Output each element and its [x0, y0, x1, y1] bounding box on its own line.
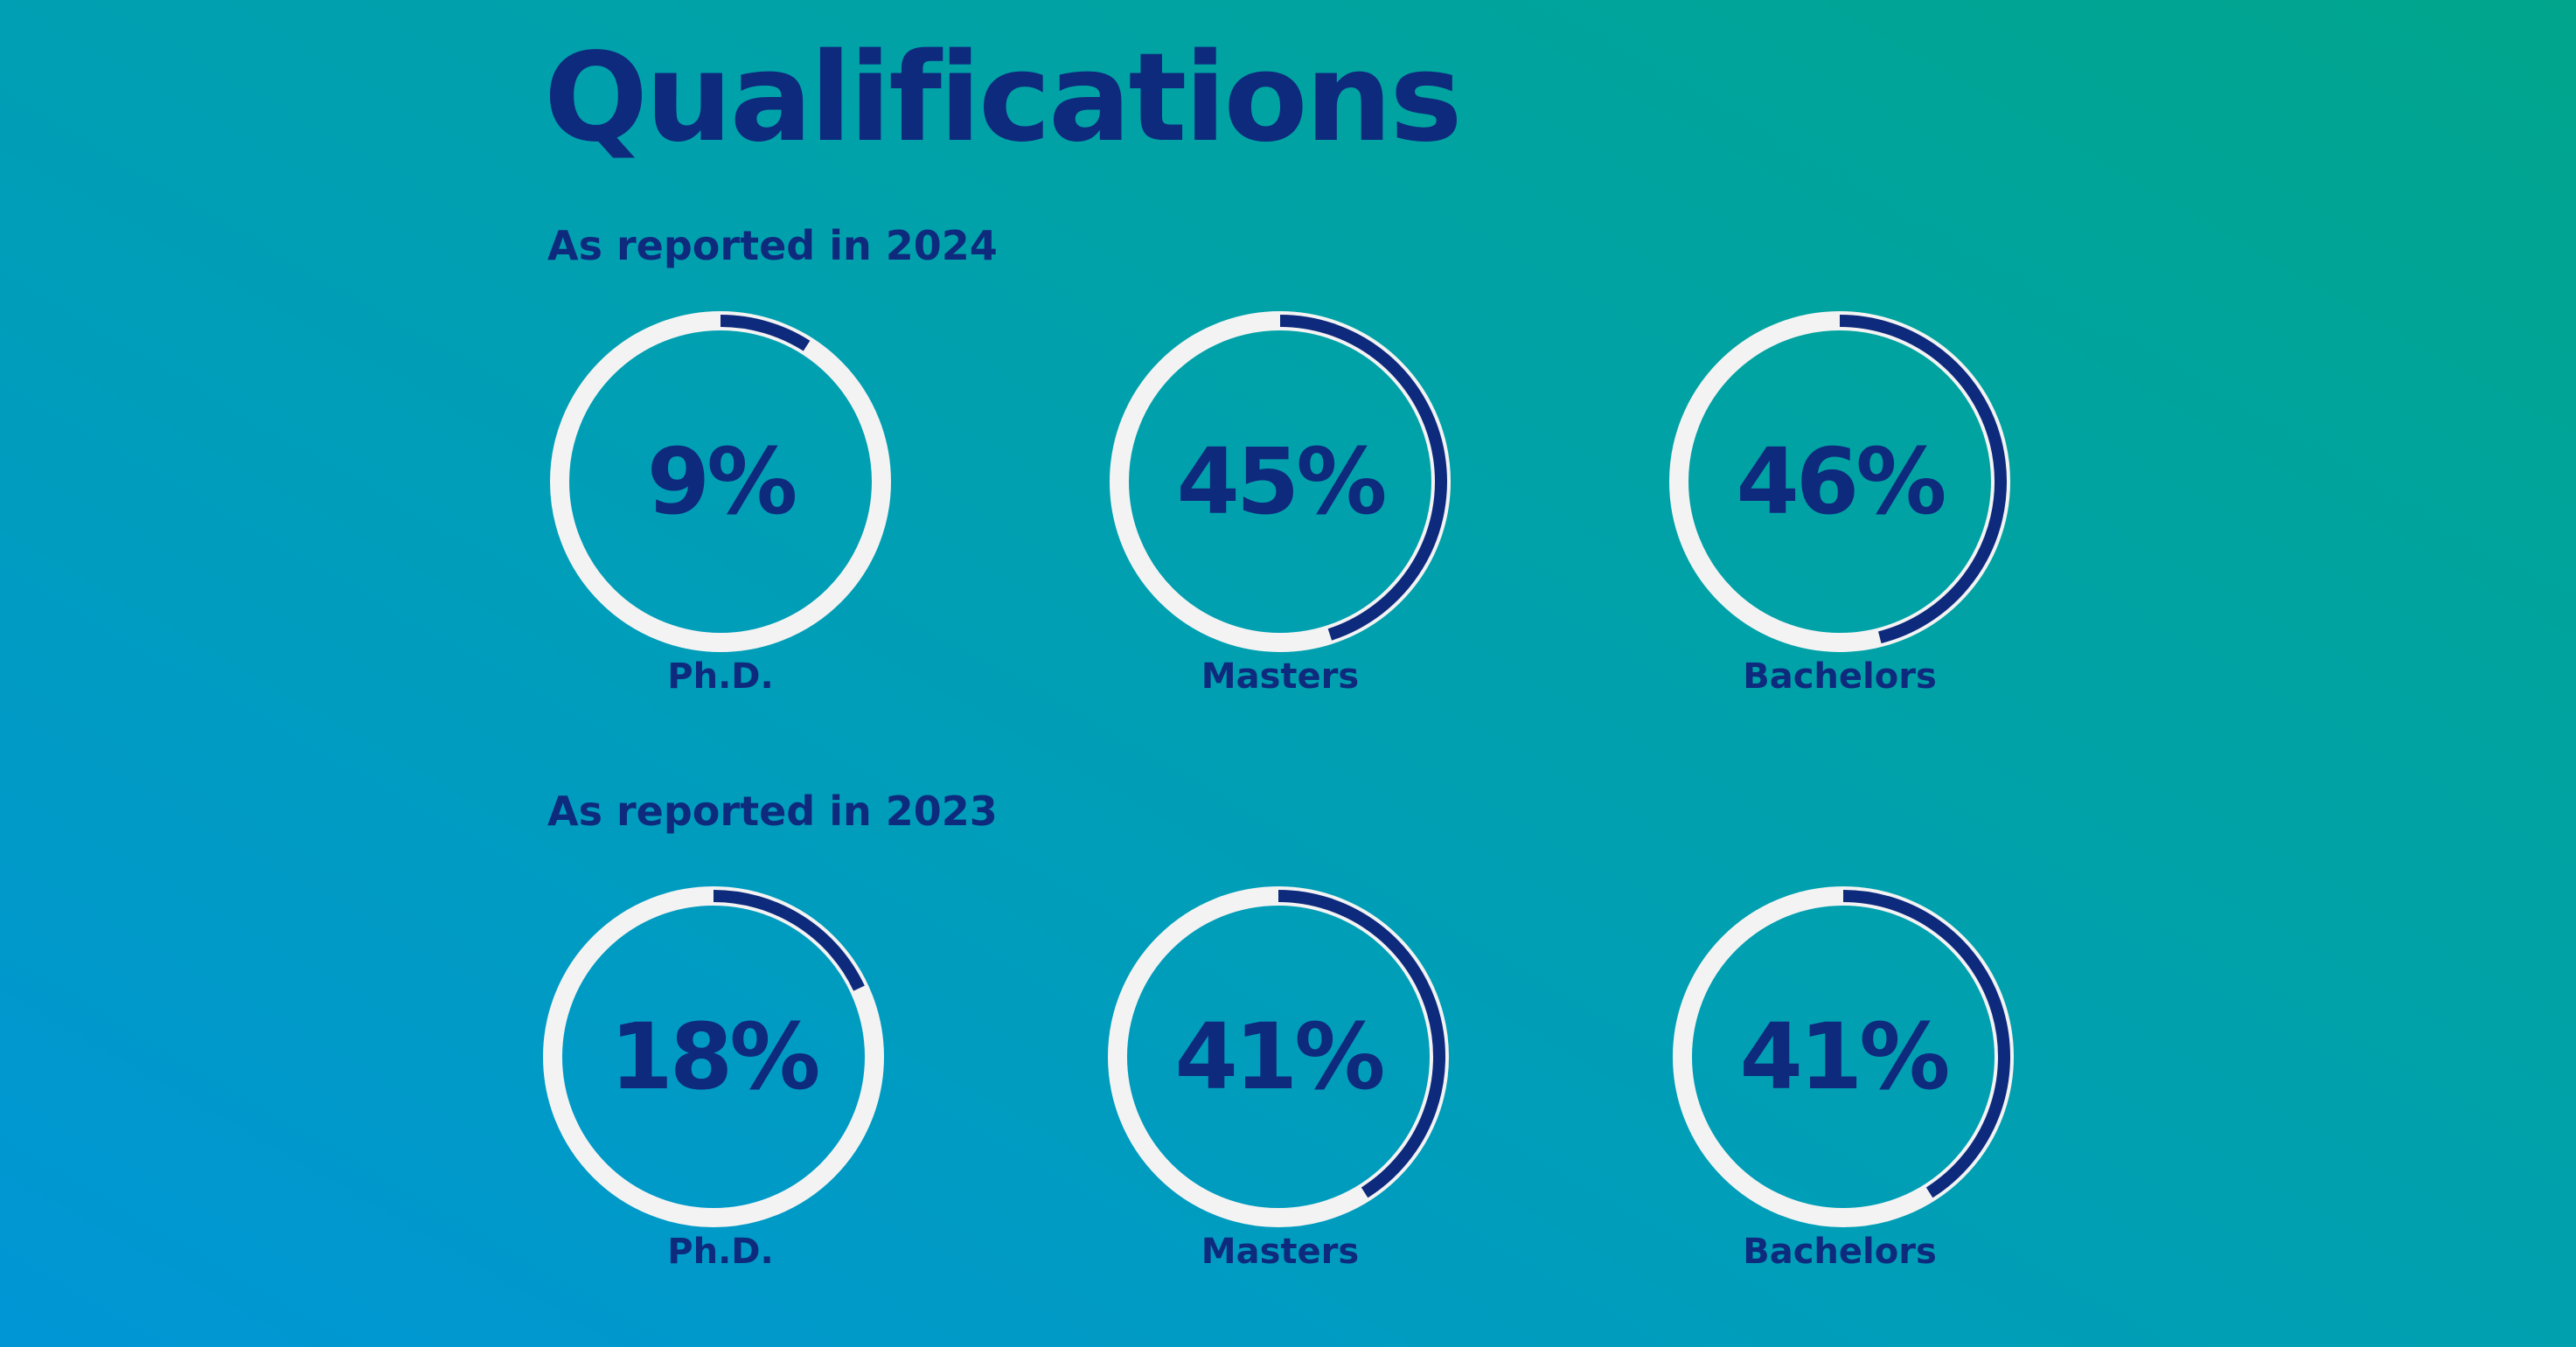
donut-gauge	[1110, 311, 1451, 652]
gauge-category-label: Masters	[1201, 656, 1360, 697]
section-subtitle-2024: As reported in 2024	[547, 222, 998, 269]
gauge-value-label: 45%	[1176, 428, 1388, 535]
gauge-arc	[1278, 890, 1445, 1198]
gauge-category-label: Bachelors	[1743, 656, 1937, 697]
page-title: Qualifications	[544, 27, 1463, 170]
gauge-2024-phd: 9% Ph.D.	[549, 310, 892, 697]
gauge-category-label: Bachelors	[1743, 1232, 1937, 1272]
gauge-value-label: 46%	[1736, 428, 1947, 535]
gauge-value-label: 41%	[1739, 1003, 1951, 1110]
gauge-arc	[1842, 890, 2010, 1198]
donut-gauge	[550, 311, 891, 652]
gauge-2023-bachelors: 41% Bachelors	[1672, 885, 2015, 1272]
gauge-2023-masters: 41% Masters	[1107, 885, 1450, 1272]
gauge-arc	[1839, 315, 2007, 643]
gauge-category-label: Ph.D.	[667, 1232, 774, 1272]
donut-gauge	[1673, 886, 2014, 1227]
gauge-arc	[713, 890, 865, 991]
gauge-2024-bachelors: 46% Bachelors	[1668, 310, 2011, 697]
gauge-value-label: 9%	[646, 428, 798, 535]
gauge-arc	[720, 315, 811, 351]
section-subtitle-2023: As reported in 2023	[547, 788, 998, 835]
gauge-2024-masters: 45% Masters	[1109, 310, 1452, 697]
gauge-value-label: 41%	[1174, 1003, 1386, 1110]
donut-gauge	[1669, 311, 2010, 652]
donut-gauge	[1108, 886, 1449, 1227]
donut-gauge	[543, 886, 884, 1227]
gauge-value-label: 18%	[609, 1003, 821, 1110]
gauge-category-label: Ph.D.	[667, 656, 774, 697]
gauge-arc	[1279, 315, 1447, 641]
gauge-category-label: Masters	[1201, 1232, 1360, 1272]
gauge-2023-phd: 18% Ph.D.	[542, 885, 885, 1272]
